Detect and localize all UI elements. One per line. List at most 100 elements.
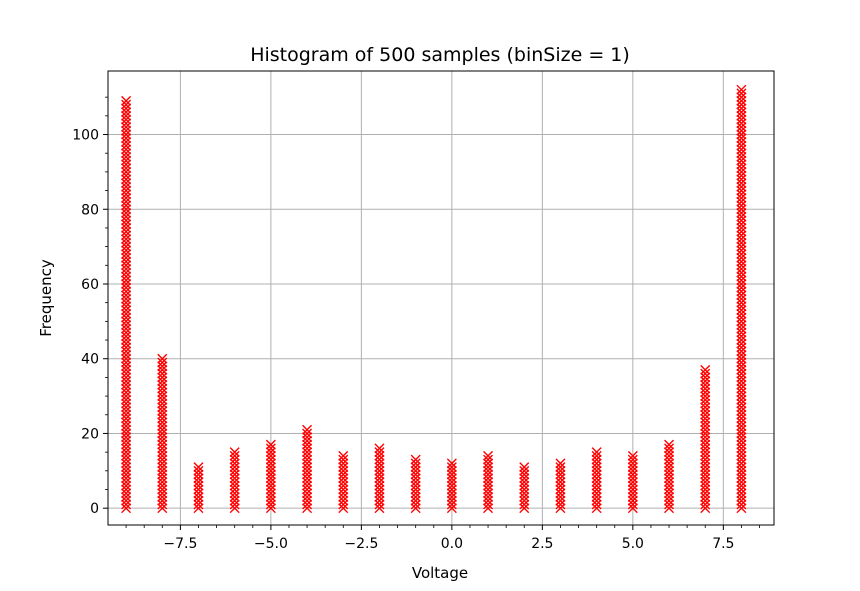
x-marker (302, 462, 313, 473)
x-marker (193, 499, 204, 510)
x-marker (736, 376, 747, 387)
x-marker (736, 413, 747, 424)
x-marker (736, 308, 747, 319)
bin-column (374, 443, 385, 514)
x-marker (446, 488, 457, 499)
x-marker (736, 312, 747, 323)
x-marker (736, 417, 747, 428)
x-marker (736, 391, 747, 402)
x-marker (700, 458, 711, 469)
x-marker (121, 178, 132, 189)
x-marker (736, 275, 747, 286)
x-marker (157, 417, 168, 428)
x-marker (302, 435, 313, 446)
x-marker (157, 499, 168, 510)
x-marker (700, 450, 711, 461)
x-marker (121, 95, 132, 106)
x-marker (265, 484, 276, 495)
x-marker (736, 230, 747, 241)
x-marker (700, 379, 711, 390)
x-marker (700, 469, 711, 480)
x-marker (410, 480, 421, 491)
x-marker (338, 450, 349, 461)
x-marker (265, 458, 276, 469)
x-marker (121, 406, 132, 417)
x-marker (338, 473, 349, 484)
x-marker (664, 499, 675, 510)
x-marker (265, 503, 276, 514)
x-marker (121, 267, 132, 278)
x-marker (591, 503, 602, 514)
x-marker (338, 469, 349, 480)
x-marker (121, 189, 132, 200)
x-marker (374, 465, 385, 476)
x-marker (157, 372, 168, 383)
x-marker (483, 450, 494, 461)
x-marker (121, 293, 132, 304)
x-marker (736, 185, 747, 196)
x-marker (229, 503, 240, 514)
x-marker (157, 394, 168, 405)
x-marker (338, 491, 349, 502)
x-marker (700, 495, 711, 506)
x-marker (591, 462, 602, 473)
x-marker (265, 495, 276, 506)
x-marker (121, 379, 132, 390)
x-marker (338, 499, 349, 510)
x-marker (121, 301, 132, 312)
x-marker (121, 222, 132, 233)
x-marker (121, 226, 132, 237)
x-marker (446, 484, 457, 495)
x-marker (121, 342, 132, 353)
x-tick-label: 5.0 (622, 536, 644, 552)
x-marker (736, 424, 747, 435)
x-marker (374, 473, 385, 484)
bin-column (193, 462, 204, 514)
bin-column (664, 439, 675, 514)
x-marker (302, 432, 313, 443)
x-marker (700, 372, 711, 383)
x-marker (700, 484, 711, 495)
x-marker (121, 155, 132, 166)
x-marker (700, 364, 711, 375)
x-marker (736, 301, 747, 312)
x-marker (121, 219, 132, 230)
x-marker (664, 503, 675, 514)
bin-column (338, 450, 349, 514)
grid (108, 71, 774, 525)
x-marker (121, 234, 132, 245)
x-marker (700, 391, 711, 402)
x-marker (736, 200, 747, 211)
x-marker (736, 163, 747, 174)
x-marker (700, 435, 711, 446)
x-marker (700, 480, 711, 491)
x-marker (736, 189, 747, 200)
x-marker (121, 413, 132, 424)
x-marker (736, 222, 747, 233)
x-marker (483, 477, 494, 488)
x-marker (736, 499, 747, 510)
x-marker (121, 331, 132, 342)
y-tick-label: 40 (81, 352, 99, 368)
x-marker (483, 484, 494, 495)
x-marker (736, 237, 747, 248)
x-marker (736, 454, 747, 465)
x-tick-label: −7.5 (163, 536, 197, 552)
x-marker (157, 450, 168, 461)
x-marker (302, 447, 313, 458)
x-marker (157, 409, 168, 420)
x-marker (157, 503, 168, 514)
x-marker (157, 402, 168, 413)
x-marker (121, 439, 132, 450)
x-marker (555, 503, 566, 514)
x-marker (121, 394, 132, 405)
x-marker (664, 469, 675, 480)
x-marker (121, 278, 132, 289)
x-marker (736, 118, 747, 129)
y-axis-label: Frequency (37, 259, 55, 337)
x-marker (446, 480, 457, 491)
x-marker (302, 480, 313, 491)
x-marker (121, 372, 132, 383)
x-marker (627, 454, 638, 465)
